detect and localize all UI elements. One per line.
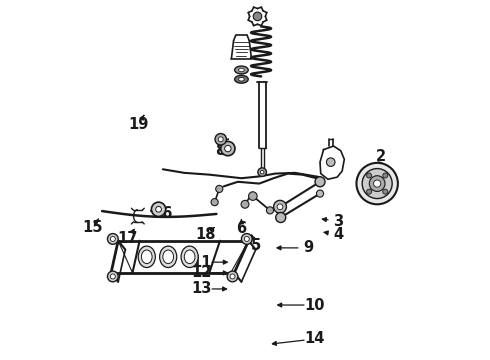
Text: 15: 15 bbox=[82, 220, 102, 235]
Ellipse shape bbox=[239, 77, 245, 81]
Circle shape bbox=[258, 168, 267, 176]
Circle shape bbox=[215, 134, 226, 145]
Text: 17: 17 bbox=[118, 231, 138, 247]
Text: 18: 18 bbox=[196, 227, 216, 242]
Text: 10: 10 bbox=[304, 297, 325, 312]
Circle shape bbox=[260, 170, 264, 174]
Circle shape bbox=[211, 199, 218, 206]
Ellipse shape bbox=[142, 250, 152, 264]
Ellipse shape bbox=[181, 246, 198, 267]
Text: 1: 1 bbox=[372, 190, 382, 204]
Text: 16: 16 bbox=[152, 206, 172, 221]
Ellipse shape bbox=[163, 250, 173, 264]
Ellipse shape bbox=[160, 246, 177, 267]
Circle shape bbox=[230, 274, 235, 279]
Circle shape bbox=[156, 206, 161, 212]
Circle shape bbox=[224, 145, 231, 152]
Circle shape bbox=[151, 202, 166, 216]
Circle shape bbox=[253, 12, 262, 21]
Circle shape bbox=[367, 189, 371, 194]
Text: 11: 11 bbox=[191, 255, 212, 270]
Circle shape bbox=[317, 190, 323, 197]
Circle shape bbox=[369, 176, 385, 192]
Circle shape bbox=[216, 185, 223, 193]
Circle shape bbox=[248, 192, 257, 201]
Circle shape bbox=[362, 168, 392, 199]
Ellipse shape bbox=[138, 246, 155, 267]
Text: 12: 12 bbox=[191, 265, 212, 280]
Circle shape bbox=[241, 201, 249, 208]
Circle shape bbox=[107, 271, 118, 282]
Circle shape bbox=[356, 163, 398, 204]
Circle shape bbox=[277, 204, 283, 210]
Ellipse shape bbox=[239, 68, 245, 72]
Circle shape bbox=[267, 207, 273, 214]
Circle shape bbox=[315, 177, 325, 187]
Text: 6: 6 bbox=[236, 221, 246, 236]
Text: 8: 8 bbox=[216, 143, 226, 158]
Text: 3: 3 bbox=[334, 213, 343, 229]
Text: 9: 9 bbox=[303, 240, 314, 255]
Circle shape bbox=[276, 212, 286, 222]
Ellipse shape bbox=[184, 250, 195, 264]
Circle shape bbox=[110, 237, 115, 242]
Text: 7: 7 bbox=[216, 134, 226, 149]
Circle shape bbox=[373, 180, 381, 187]
Circle shape bbox=[326, 158, 335, 166]
Circle shape bbox=[383, 189, 388, 194]
Circle shape bbox=[107, 234, 118, 244]
Circle shape bbox=[273, 201, 287, 213]
Circle shape bbox=[218, 137, 223, 142]
Circle shape bbox=[383, 173, 388, 178]
Circle shape bbox=[242, 234, 252, 244]
Ellipse shape bbox=[235, 75, 248, 83]
Text: 4: 4 bbox=[334, 227, 343, 242]
Text: 14: 14 bbox=[304, 332, 325, 346]
Text: 5: 5 bbox=[250, 238, 261, 252]
Circle shape bbox=[227, 271, 238, 282]
Circle shape bbox=[220, 141, 235, 156]
Text: 2: 2 bbox=[376, 149, 386, 164]
Circle shape bbox=[110, 274, 115, 279]
Circle shape bbox=[245, 237, 249, 242]
Text: 13: 13 bbox=[191, 282, 212, 296]
Text: 19: 19 bbox=[128, 117, 149, 132]
Circle shape bbox=[367, 173, 371, 178]
Ellipse shape bbox=[235, 66, 248, 74]
